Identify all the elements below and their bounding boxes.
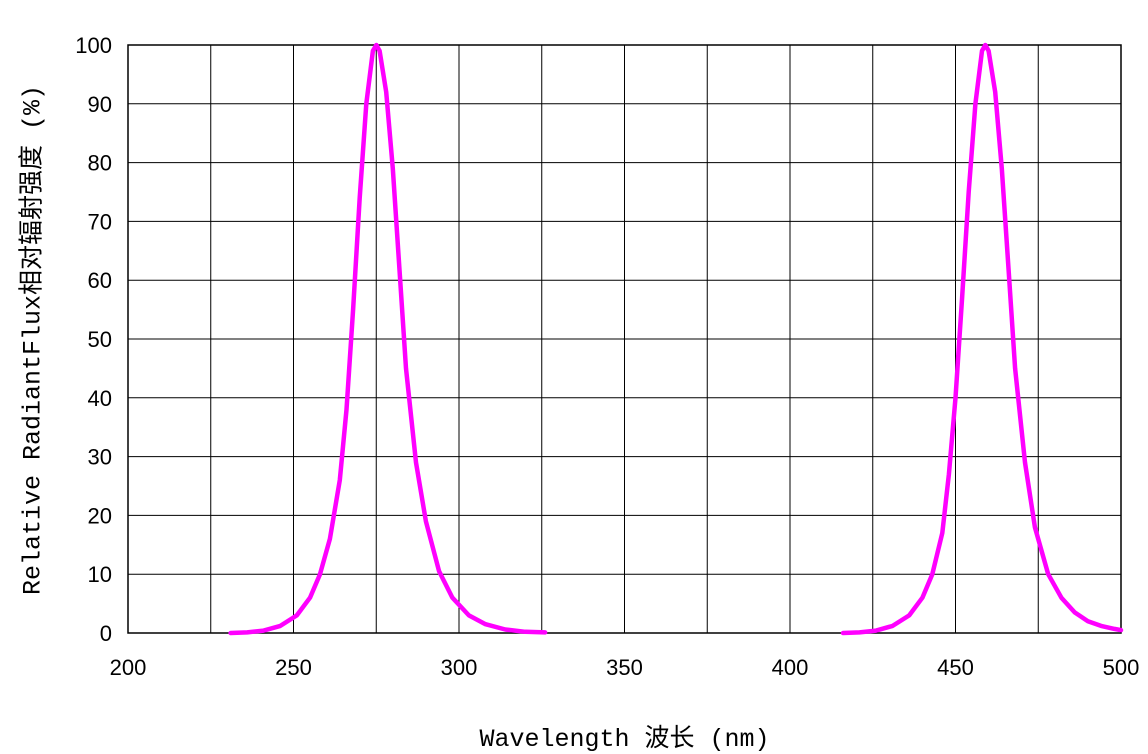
y-axis-title: Relative RadiantFlux相对辐射强度 (%) [18, 85, 48, 595]
y-tick-label: 40 [88, 386, 112, 411]
x-tick-label: 450 [937, 655, 974, 680]
series-group [228, 42, 1124, 636]
y-tick-label: 50 [88, 327, 112, 352]
x-tick-label: 250 [275, 655, 312, 680]
y-tick-label: 100 [75, 33, 112, 58]
x-tick-label: 500 [1103, 655, 1140, 680]
x-tick-label: 200 [110, 655, 147, 680]
x-tick-label: 300 [441, 655, 478, 680]
series-line-2 [840, 42, 1124, 636]
y-tick-label: 70 [88, 209, 112, 234]
x-axis-title: Wavelength 波长 (nm) [479, 724, 769, 754]
x-tick-label: 350 [606, 655, 643, 680]
plot-frame [127, 44, 1122, 634]
series-line-1 [228, 42, 548, 636]
y-tick-label: 10 [88, 562, 112, 587]
y-tick-label: 60 [88, 268, 112, 293]
y-tick-label: 80 [88, 151, 112, 176]
y-tick-labels: 0 10 20 30 40 50 60 70 80 90 100 [75, 33, 112, 646]
x-tick-labels: 200 250 300 350 400 450 500 [110, 655, 1140, 680]
y-tick-label: 0 [100, 621, 112, 646]
x-tick-label: 400 [772, 655, 809, 680]
y-tick-label: 30 [88, 445, 112, 470]
y-tick-label: 90 [88, 92, 112, 117]
y-tick-label: 20 [88, 503, 112, 528]
grid [128, 45, 1121, 633]
